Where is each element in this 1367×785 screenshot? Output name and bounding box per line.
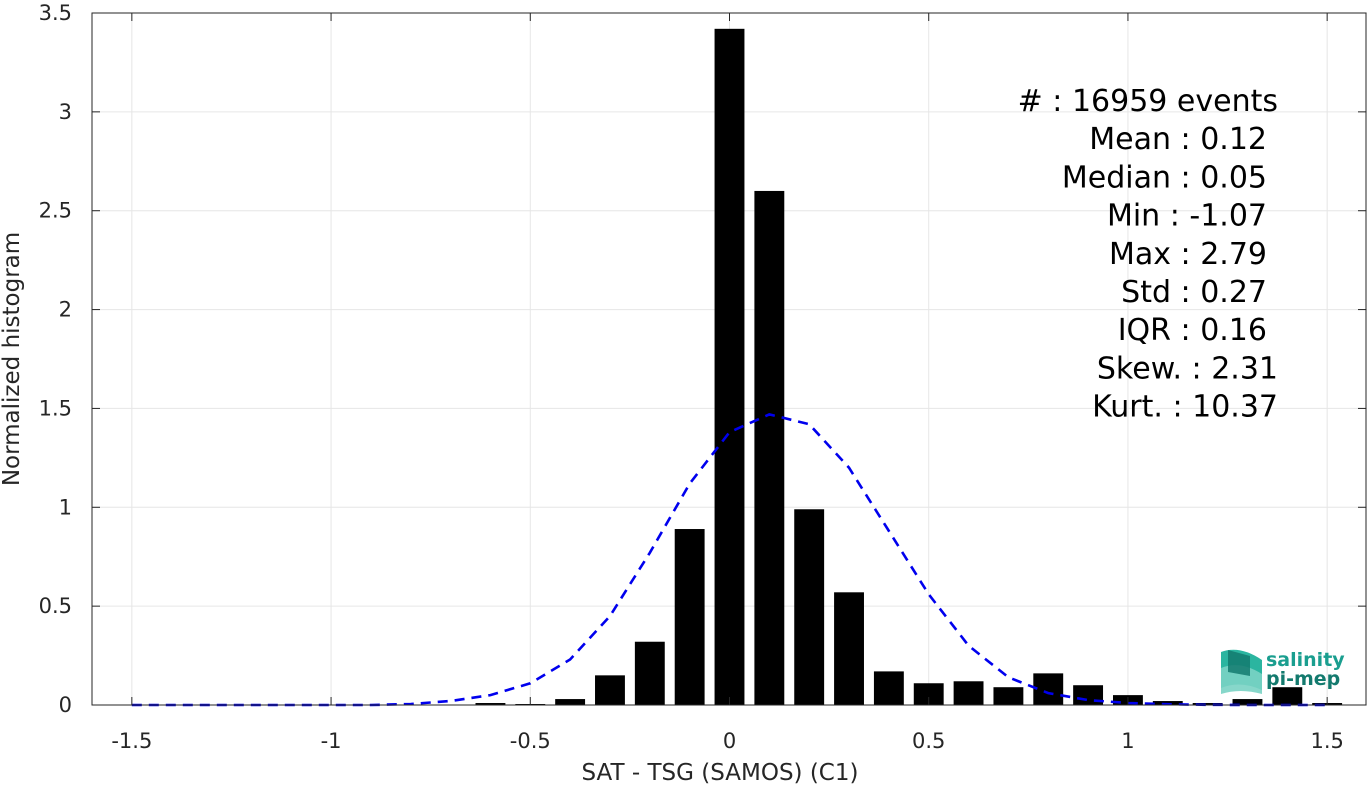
histogram-bars — [475, 28, 1343, 706]
x-tick-label: 0 — [723, 729, 736, 753]
histogram-bar — [754, 190, 785, 705]
histogram-bar — [595, 675, 625, 705]
y-axis-ticks: 0 0.5 1 1.5 2 2.5 3 3.5 — [39, 1, 1366, 717]
x-tick-label: 0.5 — [912, 729, 945, 753]
histogram-bar — [873, 671, 904, 705]
histogram-bar — [674, 529, 705, 705]
histogram-bar — [913, 683, 944, 705]
histogram-bar — [555, 699, 586, 705]
y-tick-label: 2.5 — [39, 199, 72, 223]
y-tick-label: 2 — [59, 298, 72, 322]
x-tick-label: -1 — [321, 729, 342, 753]
histogram-bar — [1272, 687, 1303, 705]
histogram-bar — [1033, 673, 1064, 705]
salinity-pi-mep-logo: salinity pi-mep — [1221, 649, 1345, 694]
histogram-bar — [834, 592, 864, 705]
logo-wave-icon — [1221, 649, 1262, 694]
x-tick-label: 1.5 — [1310, 729, 1343, 753]
x-axis-label: SAT - TSG (SAMOS) (C1) — [582, 760, 859, 785]
histogram-bar — [953, 681, 984, 705]
stat-line: IQR : 0.16 — [1118, 313, 1267, 348]
stat-line: Min : -1.07 — [1107, 199, 1267, 234]
stat-line: Median : 0.05 — [1062, 160, 1267, 195]
stat-line: Max : 2.79 — [1109, 237, 1267, 272]
y-tick-label: 3.5 — [39, 1, 72, 25]
logo-line1: salinity — [1266, 649, 1345, 671]
y-tick-label: 0 — [59, 693, 72, 717]
stat-line: Mean : 0.12 — [1089, 122, 1267, 157]
y-tick-label: 1.5 — [39, 396, 72, 420]
x-axis-ticks: -1.5 -1 -0.5 0 0.5 1 1.5 — [111, 13, 1344, 753]
histogram-bar — [1192, 703, 1223, 705]
histogram-bar — [634, 641, 665, 705]
y-tick-label: 3 — [59, 100, 72, 124]
histogram-bar — [475, 703, 506, 705]
stat-line: # : 16959 events — [1018, 84, 1278, 119]
x-tick-label: 1 — [1121, 729, 1134, 753]
histogram-bar — [794, 509, 825, 705]
histogram-bar — [993, 687, 1024, 705]
y-tick-label: 0.5 — [39, 594, 72, 618]
y-tick-label: 1 — [59, 495, 72, 519]
x-tick-label: -0.5 — [510, 729, 551, 753]
y-axis-label: Normalized histogram — [0, 232, 25, 486]
logo-line2: pi-mep — [1266, 668, 1340, 690]
stat-line: Std : 0.27 — [1121, 275, 1267, 310]
stat-line: Skew. : 2.31 — [1097, 351, 1278, 386]
histogram-bar — [1232, 699, 1263, 705]
histogram-bar — [714, 28, 745, 706]
x-tick-label: -1.5 — [111, 729, 152, 753]
stat-line: Kurt. : 10.37 — [1092, 390, 1278, 425]
